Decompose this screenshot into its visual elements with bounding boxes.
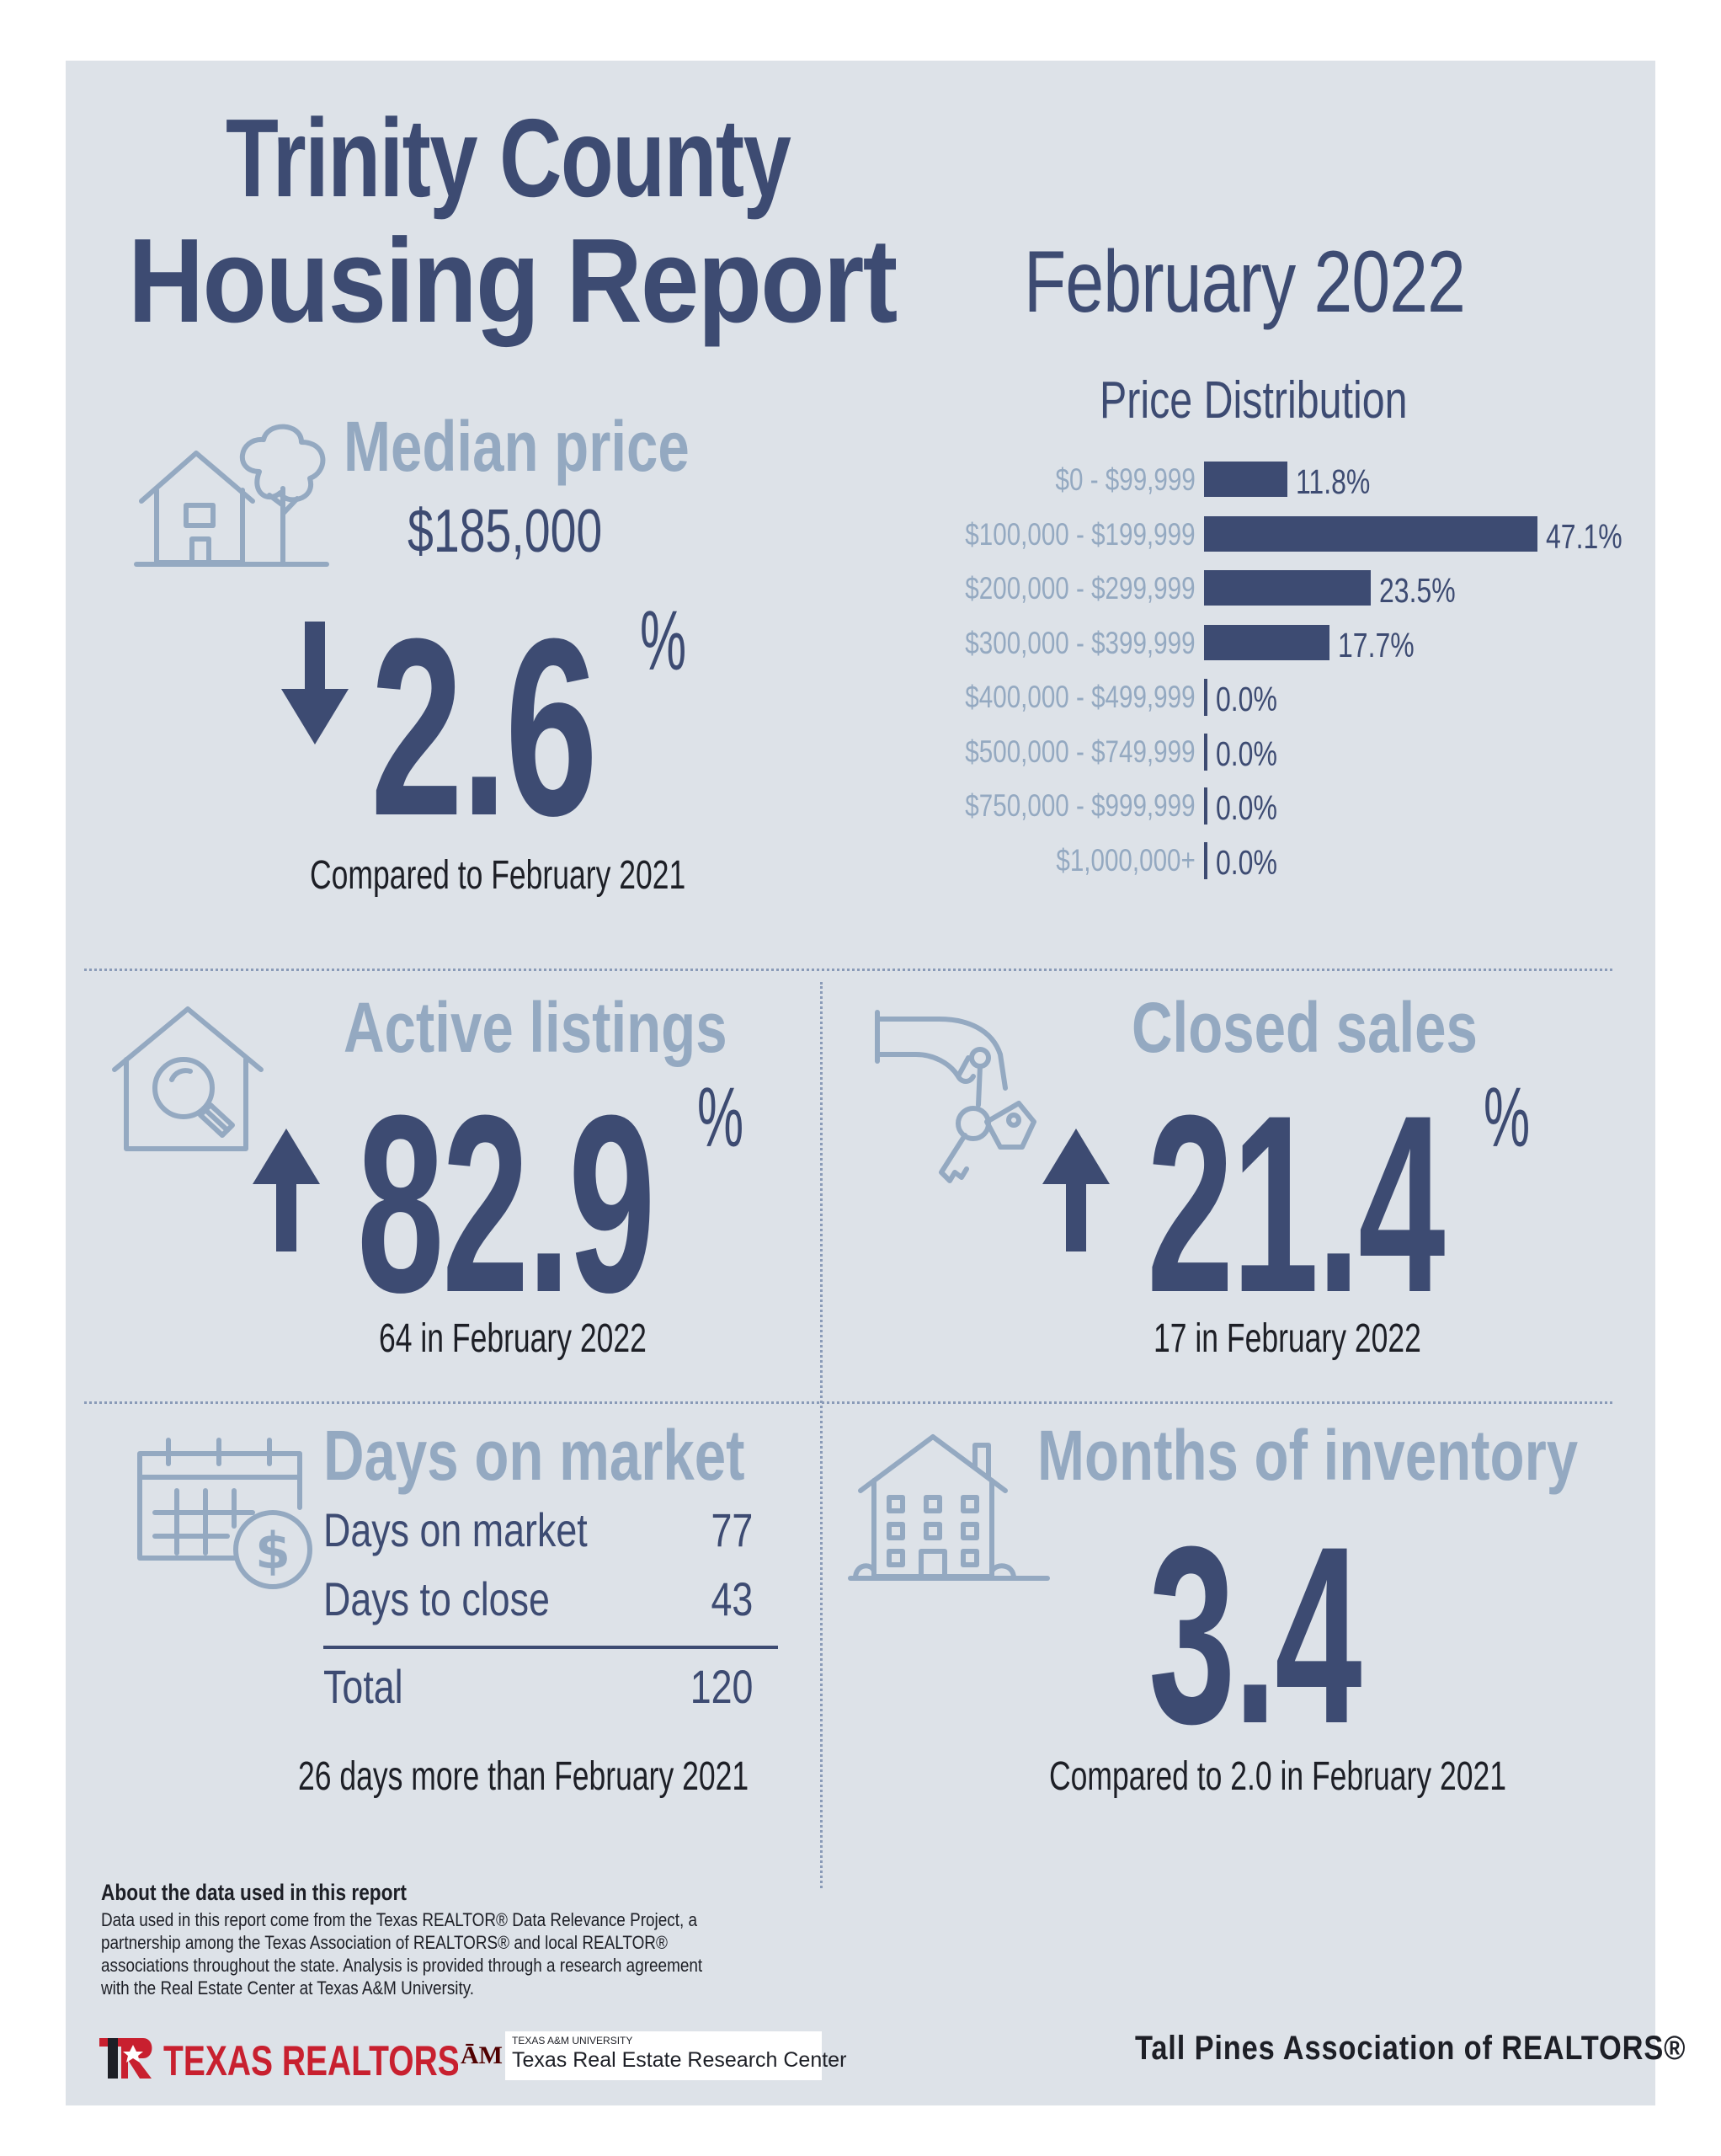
price-range-label: $1,000,000+ <box>1056 842 1196 878</box>
active-listings-percent: % <box>697 1070 744 1165</box>
dom-row-value: 77 <box>711 1503 753 1556</box>
house-tree-icon <box>134 424 329 567</box>
dom-row-label: Days on market <box>323 1503 588 1556</box>
dom-row-days-to-close: Days to close 43 <box>323 1572 778 1630</box>
report-card: Trinity County Housing Report February 2… <box>66 61 1686 2105</box>
tamu-logo: ĀM TEXAS A&M UNIVERSITY Texas Real Estat… <box>458 2031 846 2080</box>
price-distribution-row: $400,000 - $499,999 0.0% <box>935 674 1721 721</box>
closed-sales-change: 21.4 <box>1147 1062 1446 1345</box>
tamu-mark-icon: ĀM <box>458 2031 505 2080</box>
price-distribution-bar <box>1204 733 1207 771</box>
report-title-line1: Trinity County <box>226 96 791 220</box>
apartment-building-icon <box>848 1434 1050 1581</box>
report-period: February 2022 <box>1024 233 1466 331</box>
divider-middle <box>84 1401 1612 1404</box>
tamu-university-label: TEXAS A&M UNIVERSITY <box>512 2035 633 2047</box>
price-distribution-bar <box>1204 787 1207 825</box>
price-distribution-row: $750,000 - $999,999 0.0% <box>935 782 1721 830</box>
report-title-line2: Housing Report <box>128 214 898 348</box>
price-distribution-chart: $0 - $99,999 11.8% $100,000 - $199,999 47.1… <box>935 456 1642 894</box>
price-range-label: $200,000 - $299,999 <box>965 571 1196 606</box>
dom-row-value: 43 <box>711 1572 753 1625</box>
price-distribution-row: $500,000 - $749,999 0.0% <box>935 728 1721 776</box>
closed-sales-caption: 17 in February 2022 <box>1154 1316 1421 1361</box>
price-distribution-bar <box>1204 624 1329 660</box>
dom-total-rule <box>323 1646 778 1649</box>
arrow-down-icon <box>281 622 349 744</box>
tamu-center-label: Texas Real Estate Research Center <box>512 2048 847 2072</box>
closed-sales-percent: % <box>1484 1070 1531 1165</box>
price-distribution-bar <box>1204 841 1207 879</box>
price-range-label: $500,000 - $749,999 <box>965 734 1196 769</box>
house-magnifier-icon <box>112 1006 264 1151</box>
price-distribution-row: $200,000 - $299,999 23.5% <box>935 565 1721 612</box>
price-distribution-row: $100,000 - $199,999 47.1% <box>935 511 1721 558</box>
svg-text:$: $ <box>255 1522 290 1581</box>
texas-realtors-logo: TEXAS REALTORS <box>99 2035 460 2084</box>
price-distribution-value-label: 17.7% <box>1338 625 1415 664</box>
price-range-label: $750,000 - $999,999 <box>965 788 1196 823</box>
median-price-percent: % <box>640 594 687 688</box>
price-distribution-row: $300,000 - $399,999 17.7% <box>935 620 1721 667</box>
price-distribution-value-label: 0.0% <box>1216 842 1277 882</box>
dom-total-value: 120 <box>690 1660 753 1713</box>
divider-vertical <box>820 982 823 1888</box>
association-name: Tall Pines Association of REALTORS® <box>1135 2030 1686 2067</box>
active-listings-caption: 64 in February 2022 <box>379 1316 647 1361</box>
days-on-market-caption: 26 days more than February 2021 <box>298 1754 749 1799</box>
price-distribution-bar <box>1204 462 1287 497</box>
calendar-dollar-icon: $ <box>137 1438 312 1589</box>
price-distribution-title: Price Distribution <box>1100 371 1408 430</box>
active-listings-title: Active listings <box>344 988 727 1067</box>
months-inventory-value: 3.4 <box>1148 1493 1362 1776</box>
days-on-market-title: Days on market <box>323 1416 745 1495</box>
median-price-value: $185,000 <box>408 498 603 565</box>
months-inventory-title: Months of inventory <box>1037 1416 1579 1495</box>
price-distribution-bar <box>1204 515 1537 552</box>
days-on-market-table: Days on market 77 Days to close 43 Total… <box>323 1502 829 1755</box>
dom-row-total: Total 120 <box>323 1659 778 1718</box>
closed-sales-title: Closed sales <box>1132 988 1478 1067</box>
texas-realtors-wordmark: TEXAS REALTORS <box>163 2037 460 2084</box>
dom-row-days-on-market: Days on market 77 <box>323 1502 778 1561</box>
price-distribution-value-label: 47.1% <box>1546 516 1622 556</box>
price-distribution-value-label: 0.0% <box>1216 788 1277 827</box>
price-distribution-value-label: 0.0% <box>1216 680 1277 718</box>
price-distribution-value-label: 11.8% <box>1296 462 1371 501</box>
about-data-title: About the data used in this report <box>101 1880 407 1905</box>
price-distribution-bar <box>1204 679 1207 716</box>
price-distribution-bar <box>1204 570 1371 606</box>
about-data-text: Data used in this report come from the T… <box>101 1909 703 1999</box>
dom-total-label: Total <box>323 1660 403 1713</box>
divider-top <box>84 969 1612 971</box>
texas-realtors-mark-icon <box>99 2038 152 2079</box>
price-distribution-value-label: 0.0% <box>1216 734 1277 773</box>
price-range-label: $0 - $99,999 <box>1055 462 1196 497</box>
hand-keys-icon <box>875 1010 1036 1183</box>
price-range-label: $400,000 - $499,999 <box>965 680 1196 714</box>
price-range-label: $100,000 - $199,999 <box>965 516 1196 552</box>
price-distribution-value-label: 23.5% <box>1379 571 1456 610</box>
arrow-up-icon <box>1042 1129 1110 1251</box>
median-price-caption: Compared to February 2021 <box>310 853 686 898</box>
arrow-up-icon <box>253 1129 320 1251</box>
median-price-change: 2.6 <box>370 585 598 868</box>
months-inventory-caption: Compared to 2.0 in February 2021 <box>1049 1754 1506 1799</box>
price-distribution-row: $0 - $99,999 11.8% <box>935 456 1721 504</box>
price-range-label: $300,000 - $399,999 <box>965 625 1196 660</box>
median-price-title: Median price <box>344 407 690 486</box>
dom-row-label: Days to close <box>323 1572 550 1625</box>
active-listings-change: 82.9 <box>357 1062 656 1345</box>
price-distribution-row: $1,000,000+ 0.0% <box>935 837 1721 884</box>
